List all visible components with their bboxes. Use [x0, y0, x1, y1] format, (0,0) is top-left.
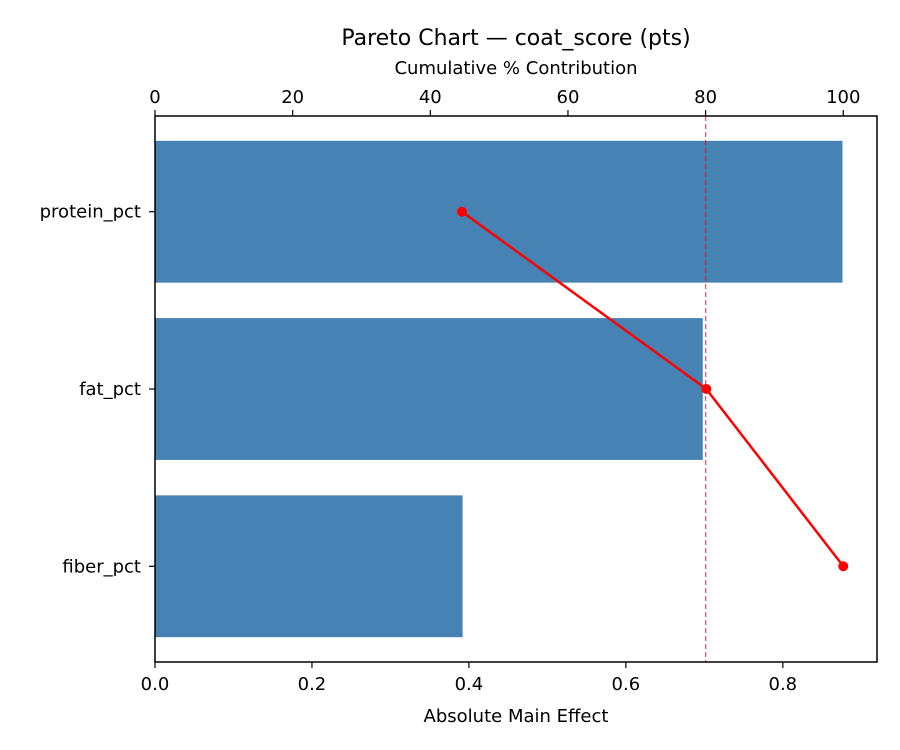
x-tick-label: 0.8	[769, 674, 798, 695]
bar-fiber_pct	[155, 495, 463, 638]
bottom-axis-label: Absolute Main Effect	[424, 706, 609, 727]
y-tick-label: protein_pct	[40, 202, 141, 223]
y-tick-label: fiber_pct	[62, 556, 141, 577]
x2-tick-label: 40	[419, 87, 442, 108]
bar-protein_pct	[155, 140, 843, 283]
cumulative-point	[838, 561, 849, 572]
chart-title: Pareto Chart — coat_score (pts)	[341, 26, 690, 51]
cumulative-point	[456, 206, 467, 217]
x-tick-label: 0.4	[455, 674, 484, 695]
x-tick-label: 0.6	[612, 674, 641, 695]
x-tick-label: 0.2	[298, 674, 327, 695]
x2-tick-label: 0	[149, 87, 160, 108]
bar-fat_pct	[155, 318, 703, 460]
x-tick-label: 0.0	[141, 674, 170, 695]
x2-tick-label: 80	[694, 87, 717, 108]
x2-tick-label: 100	[826, 87, 860, 108]
y-tick-label: fat_pct	[79, 379, 141, 400]
cumulative-point	[701, 384, 712, 394]
x2-tick-label: 20	[281, 87, 304, 108]
top-axis-label: Cumulative % Contribution	[394, 58, 637, 79]
x2-tick-label: 60	[557, 87, 580, 108]
